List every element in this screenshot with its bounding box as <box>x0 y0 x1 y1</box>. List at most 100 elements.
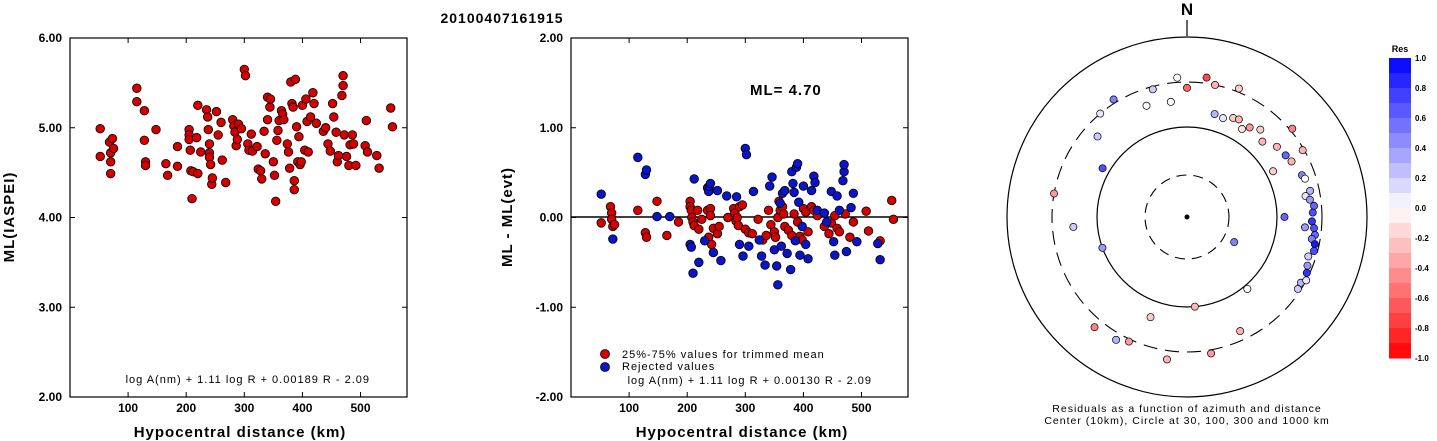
residual-point <box>1280 213 1289 221</box>
data-point-red <box>303 147 313 157</box>
data-point-red <box>331 127 341 137</box>
data-point-red <box>193 100 203 111</box>
data-point-blue <box>744 241 754 251</box>
polar-panel: N Residuals as a function of azimuth and… <box>1006 0 1368 427</box>
data-point-red <box>673 217 684 227</box>
data-point-red <box>652 196 662 207</box>
data-point-blue <box>773 280 783 290</box>
data-point-blue <box>819 208 830 218</box>
left-data-points <box>95 64 398 207</box>
data-point-blue <box>738 251 748 261</box>
data-point-blue <box>694 257 704 268</box>
colorbar-tick-label: -0.6 <box>1415 294 1429 303</box>
data-point-red <box>763 205 774 216</box>
data-point-blue <box>852 237 862 247</box>
residual-point <box>1287 157 1296 166</box>
residual-point <box>1310 201 1318 210</box>
left-xlabel: Hypocentral distance (km) <box>134 424 347 441</box>
data-point-red <box>596 218 606 228</box>
data-point-red <box>633 205 643 216</box>
data-point-red <box>108 143 119 154</box>
data-point-red <box>778 209 789 219</box>
colorbar-cell <box>1389 343 1411 359</box>
residual-point <box>1173 73 1182 82</box>
y-tick-label: -2.00 <box>536 390 564 404</box>
data-point-blue <box>633 152 643 163</box>
legend-rejected-marker <box>600 362 610 372</box>
residual-point <box>1300 223 1309 232</box>
data-point-red <box>737 200 748 210</box>
data-point-red <box>284 163 295 173</box>
colorbar-tick-label: 0.8 <box>1415 84 1427 93</box>
data-point-blue <box>665 211 675 222</box>
x-tick-label: 500 <box>351 401 371 415</box>
data-point-blue <box>767 172 777 182</box>
residual-point <box>1234 115 1243 124</box>
data-point-red <box>723 212 733 223</box>
data-point-blue <box>801 239 811 250</box>
data-point-blue <box>795 250 805 260</box>
colorbar-cell <box>1389 193 1411 209</box>
data-point-red <box>132 83 142 93</box>
residual-point <box>1124 337 1133 346</box>
data-point-red <box>387 122 398 132</box>
circle-300km <box>1051 81 1323 353</box>
y-tick-label: 5.00 <box>39 121 63 135</box>
data-point-blue <box>846 202 856 213</box>
colorbar-cell <box>1389 163 1411 179</box>
residual-point <box>1281 151 1290 160</box>
residual-point <box>1219 114 1227 123</box>
data-point-red <box>265 94 276 104</box>
data-point-blue <box>731 192 742 202</box>
residual-point <box>1272 142 1281 151</box>
colorbar-cell <box>1389 58 1411 74</box>
data-point-red <box>217 155 227 165</box>
residual-point <box>1307 217 1316 226</box>
y-tick-label: 0.00 <box>540 211 564 225</box>
data-point-blue <box>716 255 726 266</box>
north-label: N <box>1181 0 1193 19</box>
data-point-red <box>861 206 871 216</box>
residual-point <box>1305 195 1314 204</box>
data-point-red <box>151 124 161 135</box>
data-point-red <box>697 214 707 224</box>
data-point-blue <box>689 174 699 184</box>
data-point-blue <box>821 217 832 227</box>
data-point-blue <box>785 264 796 275</box>
data-point-red <box>338 70 348 81</box>
data-point-red <box>290 74 301 84</box>
residual-point <box>1301 174 1309 183</box>
data-point-red <box>386 103 396 113</box>
colorbar-tick-label: 0.4 <box>1415 144 1427 153</box>
data-point-blue <box>789 187 799 198</box>
data-point-red <box>232 134 243 145</box>
data-point-red <box>255 166 266 176</box>
data-point-red <box>203 112 213 122</box>
residual-point <box>1306 186 1315 195</box>
y-tick-label: 2.00 <box>39 390 63 404</box>
residual-point <box>1310 224 1318 233</box>
data-point-red <box>139 105 150 116</box>
data-point-red <box>203 124 213 135</box>
data-point-blue <box>705 178 716 189</box>
middle-data-points <box>596 143 899 290</box>
colorbar-tick-label: -0.2 <box>1415 234 1429 243</box>
data-point-red <box>273 125 283 136</box>
data-point-red <box>296 157 306 167</box>
data-point-blue <box>797 221 807 232</box>
data-point-red <box>107 133 118 144</box>
data-point-blue <box>722 191 732 201</box>
residual-point <box>1148 85 1157 94</box>
data-point-red <box>351 160 361 171</box>
data-point-red <box>301 94 311 104</box>
residual-point <box>1050 189 1059 198</box>
data-point-red <box>193 168 203 179</box>
data-point-red <box>105 168 116 179</box>
legend-trimmed-marker <box>600 349 610 359</box>
x-tick-label: 100 <box>619 401 639 415</box>
residual-point <box>1096 109 1105 118</box>
data-point-red <box>140 160 151 171</box>
residual-point <box>1112 335 1121 344</box>
data-point-blue <box>760 260 770 270</box>
